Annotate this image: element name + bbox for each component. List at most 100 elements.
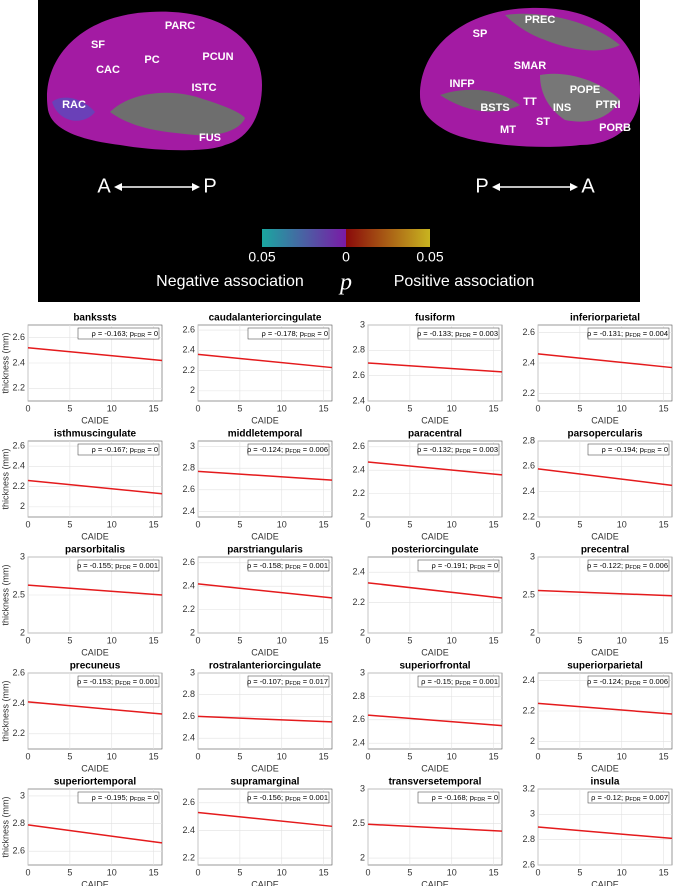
annotation-text: ρ = -0.194; p [602, 445, 644, 454]
y-tick-label: 2.2 [522, 388, 535, 398]
x-tick-label: 15 [149, 635, 159, 645]
y-tick-label: 2 [360, 852, 365, 862]
x-tick-label: 10 [107, 403, 117, 413]
x-axis-label: CAIDE [591, 647, 619, 657]
y-tick-label: 2 [20, 627, 25, 637]
fit-line [197, 353, 333, 369]
fit-line [537, 702, 673, 715]
annotation-sub: FDR [134, 449, 145, 455]
x-tick-label: 0 [195, 635, 200, 645]
x-tick-label: 0 [195, 403, 200, 413]
annotation-text: ρ = -0.131; p [587, 329, 629, 338]
y-tick-label: 2.8 [352, 691, 365, 701]
annotation-box [247, 443, 330, 456]
x-tick-label: 0 [535, 635, 540, 645]
region-label: POPE [570, 84, 601, 96]
panel-title: isthmuscingulate [54, 429, 137, 440]
annotation: ρ = -0.124; pFDR = 0.006 [587, 677, 668, 687]
x-tick-label: 5 [237, 519, 242, 529]
x-tick-label: 10 [107, 519, 117, 529]
annotation-sub: FDR [134, 333, 145, 339]
region-label: RAC [62, 99, 86, 111]
y-axis-label: thickness (mm) [0, 564, 10, 625]
fit-line [27, 584, 163, 596]
annotation-box [417, 791, 500, 804]
annotation-tail: = 0.007 [641, 793, 668, 802]
y-axis-label: thickness (mm) [0, 680, 10, 741]
panel-title: middletemporal [228, 429, 303, 440]
annotation-tail: = 0 [145, 793, 158, 802]
panel-title: bankssts [73, 313, 117, 324]
panel-title: precuneus [70, 661, 121, 672]
annotation: ρ = -0.163; pFDR = 0 [92, 329, 158, 339]
annotation-box [417, 327, 500, 340]
colorbar-tick: 0 [342, 249, 350, 265]
x-tick-label: 0 [535, 751, 540, 761]
x-axis-label: CAIDE [251, 531, 279, 541]
y-tick-label: 2.4 [182, 581, 195, 591]
x-tick-label: 5 [407, 635, 412, 645]
fit-line [27, 824, 163, 844]
x-tick-label: 0 [25, 867, 30, 877]
annotation-text: ρ = -0.133; p [417, 329, 459, 338]
y-tick-label: 2.4 [352, 567, 365, 577]
annotation-text: ρ = -0.122; p [587, 561, 629, 570]
annotation-sub: FDR [629, 681, 640, 687]
y-tick-label: 2.6 [522, 859, 535, 869]
annotation: ρ = -0.156; pFDR = 0.001 [247, 793, 328, 803]
x-axis-label: CAIDE [251, 763, 279, 773]
x-tick-label: 15 [659, 519, 669, 529]
y-tick-label: 2.2 [12, 383, 25, 393]
panel-title: superiorparietal [567, 661, 643, 672]
x-tick-label: 0 [365, 635, 370, 645]
x-tick-label: 10 [277, 751, 287, 761]
fit-line [367, 714, 503, 727]
x-axis-label: CAIDE [591, 879, 619, 886]
fit-line [197, 470, 333, 481]
annotation: ρ = -0.12; pFDR = 0.007 [591, 793, 668, 803]
fit-line [27, 479, 163, 495]
y-tick-label: 2.4 [12, 698, 25, 708]
annotation-sub: FDR [304, 333, 315, 339]
panel-title: superiorfrontal [399, 661, 470, 672]
annotation-text: ρ = -0.124; p [247, 445, 289, 454]
region-label: PREC [525, 14, 556, 26]
fit-line [197, 583, 333, 599]
x-tick-label: 5 [67, 751, 72, 761]
annotation: ρ = -0.195; pFDR = 0 [92, 793, 158, 803]
y-tick-label: 2.4 [12, 357, 25, 367]
symbol: p [338, 270, 352, 296]
panel-title: inferiorparietal [570, 313, 640, 324]
annotation-tail: = 0 [655, 445, 668, 454]
x-tick-label: 0 [535, 403, 540, 413]
annotation-text: ρ = -0.195; p [92, 793, 134, 802]
region-label: ST [536, 116, 550, 128]
x-tick-label: 0 [25, 519, 30, 529]
x-tick-label: 0 [365, 751, 370, 761]
x-tick-label: 10 [277, 635, 287, 645]
x-tick-label: 10 [447, 519, 457, 529]
annotation-tail: = 0.017 [301, 677, 328, 686]
panel-title: transversetemporal [389, 777, 482, 788]
annotation-tail: = 0.001 [471, 677, 498, 686]
annotation-text: ρ = -0.15; p [421, 677, 459, 686]
annotation: ρ = -0.133; pFDR = 0.003 [417, 329, 498, 339]
annotation-box [77, 327, 160, 340]
y-tick-label: 2.6 [12, 846, 25, 856]
panel-title: paracentral [408, 429, 462, 440]
x-tick-label: 15 [489, 635, 499, 645]
x-axis-label: CAIDE [421, 647, 449, 657]
x-tick-label: 0 [25, 635, 30, 645]
x-tick-label: 5 [577, 751, 582, 761]
x-tick-label: 0 [195, 751, 200, 761]
annotation-box [247, 791, 330, 804]
x-tick-label: 15 [659, 403, 669, 413]
panel-title: supramarginal [231, 777, 300, 788]
annotation-tail: = 0.004 [641, 329, 668, 338]
annotation-box [587, 559, 670, 572]
annotation-box [587, 327, 670, 340]
x-axis-label: CAIDE [421, 415, 449, 425]
x-axis-label: CAIDE [421, 763, 449, 773]
x-tick-label: 5 [407, 867, 412, 877]
